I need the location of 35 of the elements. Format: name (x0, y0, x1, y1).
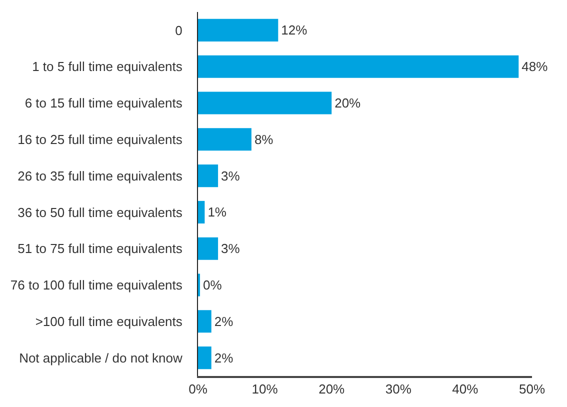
data-label: 2% (214, 350, 234, 366)
data-label: 0% (203, 278, 222, 292)
y-tick-label: 26 to 35 full time equivalents (18, 168, 183, 184)
y-tick-label: 1 to 5 full time equivalents (32, 59, 183, 74)
bar (198, 346, 212, 370)
data-label: 12% (281, 22, 308, 38)
x-tick-label: 0% (188, 382, 208, 397)
x-tick-label: 10% (252, 382, 278, 397)
data-label: 48% (522, 59, 548, 74)
y-tick-label: Not applicable / do not know (19, 350, 184, 366)
x-tick-label: 40% (452, 382, 479, 397)
x-tick-label: 30% (385, 382, 412, 397)
bar (198, 310, 212, 333)
y-tick-label: 36 to 50 full time equivalents (18, 204, 183, 220)
x-tick-label: 50% (518, 382, 546, 397)
data-label: 3% (221, 241, 240, 256)
y-tick-label: >100 full time equivalents (35, 314, 183, 329)
bar (198, 18, 278, 42)
bar (198, 200, 205, 224)
data-label: 1% (208, 204, 227, 220)
y-tick-label: 0 (175, 22, 182, 38)
bar (198, 164, 218, 188)
bar (198, 128, 252, 151)
data-label: 8% (254, 132, 274, 147)
bar (198, 55, 519, 78)
bar (198, 92, 332, 114)
bar (198, 237, 218, 260)
data-label: 2% (214, 314, 234, 329)
y-tick-label: 51 to 75 full time equivalents (18, 241, 183, 256)
data-label: 3% (221, 168, 240, 184)
y-tick-label: 16 to 25 full time equivalents (18, 132, 183, 147)
y-tick-label: 6 to 15 full time equivalents (24, 96, 183, 111)
x-tick-label: 20% (318, 382, 346, 397)
y-tick-label: 76 to 100 full time equivalents (10, 278, 183, 293)
data-label: 20% (334, 96, 362, 110)
